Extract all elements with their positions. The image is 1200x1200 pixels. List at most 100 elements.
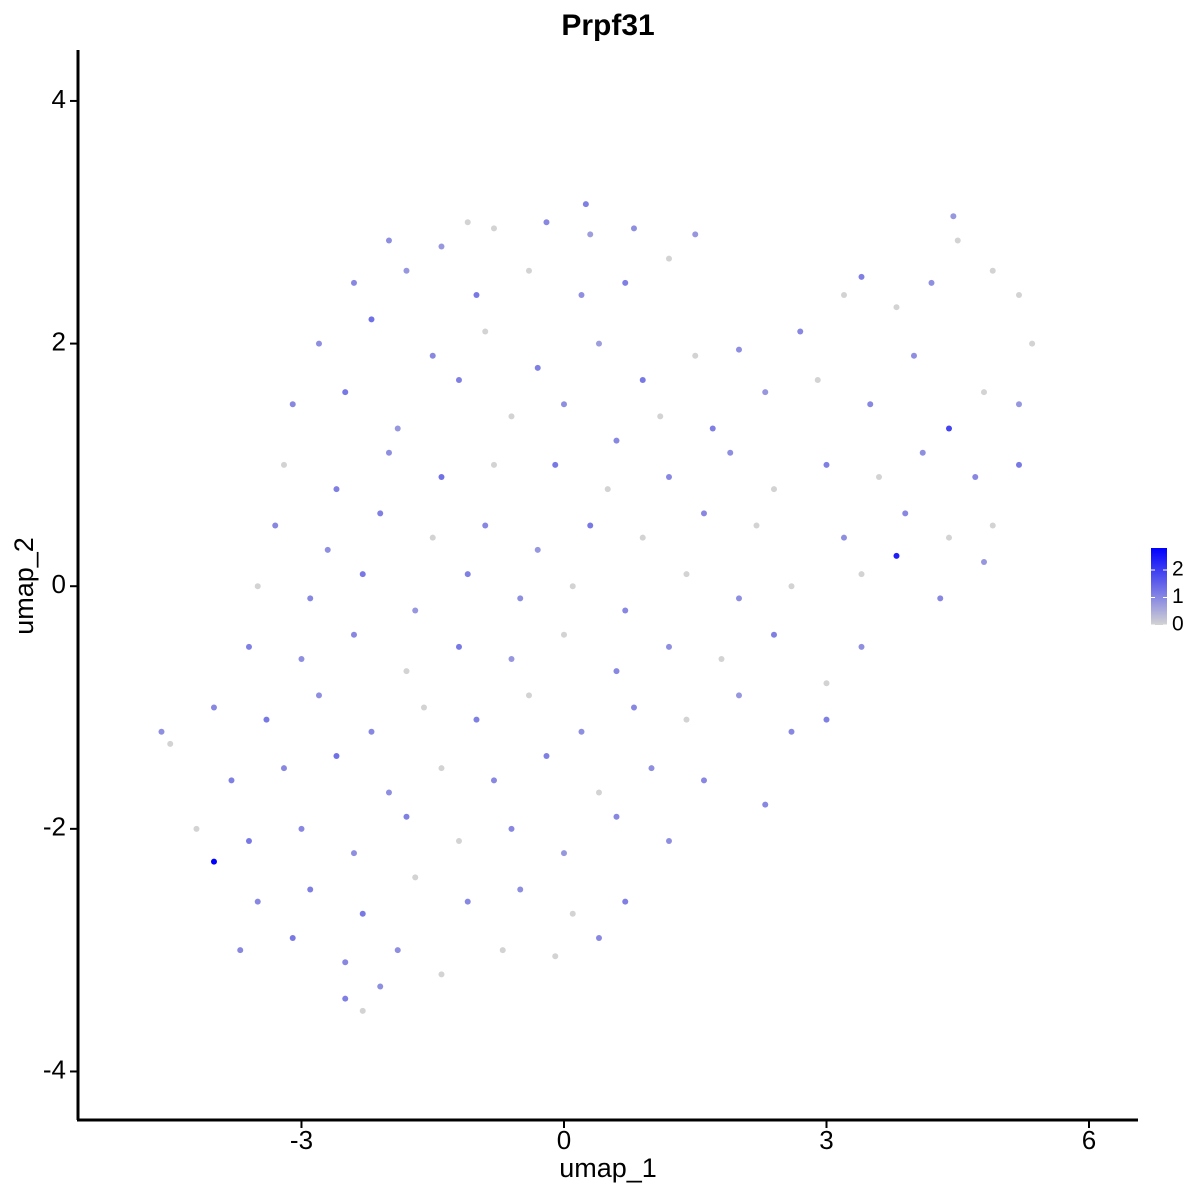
point: [394, 947, 401, 954]
point: [622, 898, 629, 905]
point: [770, 631, 777, 638]
point: [245, 837, 252, 844]
point: [928, 279, 935, 286]
point: [613, 437, 620, 444]
point: [560, 850, 567, 857]
point: [403, 267, 410, 274]
point: [263, 716, 270, 723]
point: [683, 571, 690, 578]
point: [582, 201, 589, 208]
point: [377, 510, 384, 517]
point: [875, 474, 882, 481]
point: [945, 534, 952, 541]
point: [648, 765, 655, 772]
point: [560, 631, 567, 638]
colorbar-label: 0: [1172, 613, 1184, 636]
point: [508, 413, 515, 420]
point: [595, 789, 602, 796]
point: [377, 983, 384, 990]
point: [473, 716, 480, 723]
point: [298, 656, 305, 663]
point: [254, 583, 261, 590]
colorbar: [1151, 548, 1167, 625]
point: [315, 340, 322, 347]
point: [665, 837, 672, 844]
point: [823, 461, 830, 468]
point: [613, 668, 620, 675]
y-tick-label: -2: [43, 812, 66, 842]
point: [1015, 461, 1022, 468]
point: [552, 461, 559, 468]
point: [490, 225, 497, 232]
point: [762, 801, 769, 808]
y-tick-label: 4: [52, 84, 66, 114]
point: [473, 292, 480, 299]
point: [989, 267, 996, 274]
point: [289, 935, 296, 942]
point: [692, 352, 699, 359]
point: [727, 449, 734, 456]
point: [595, 340, 602, 347]
point: [403, 668, 410, 675]
point: [307, 886, 314, 893]
point: [683, 716, 690, 723]
point: [324, 546, 331, 553]
point: [482, 522, 489, 529]
point: [490, 461, 497, 468]
point: [517, 886, 524, 893]
point: [342, 389, 349, 396]
point: [359, 571, 366, 578]
point: [438, 243, 445, 250]
point: [315, 692, 322, 699]
point: [735, 346, 742, 353]
y-tick-label: 0: [52, 569, 66, 599]
point: [709, 425, 716, 432]
point: [735, 692, 742, 699]
point: [788, 583, 795, 590]
point: [639, 376, 646, 383]
point: [858, 643, 865, 650]
point: [280, 765, 287, 772]
point: [945, 425, 952, 432]
point: [823, 680, 830, 687]
point: [630, 704, 637, 711]
point: [307, 595, 314, 602]
point: [193, 825, 200, 832]
point: [289, 401, 296, 408]
point: [394, 425, 401, 432]
point: [788, 728, 795, 735]
point: [700, 777, 707, 784]
point: [665, 474, 672, 481]
point: [569, 583, 576, 590]
point: [525, 267, 532, 274]
point: [569, 910, 576, 917]
point: [385, 237, 392, 244]
point: [490, 777, 497, 784]
point: [552, 953, 559, 960]
point: [412, 607, 419, 614]
point: [280, 461, 287, 468]
point: [770, 486, 777, 493]
point: [333, 486, 340, 493]
point: [893, 552, 900, 559]
point: [718, 656, 725, 663]
point: [762, 389, 769, 396]
point: [753, 522, 760, 529]
x-axis-title: umap_1: [559, 1153, 657, 1183]
point: [814, 376, 821, 383]
x-tick-label: 3: [819, 1125, 833, 1155]
point: [919, 449, 926, 456]
point: [517, 595, 524, 602]
point: [639, 534, 646, 541]
point: [455, 376, 462, 383]
point: [665, 255, 672, 262]
point: [840, 534, 847, 541]
point: [595, 935, 602, 942]
point: [342, 959, 349, 966]
point: [980, 558, 987, 565]
point: [534, 546, 541, 553]
point: [578, 292, 585, 299]
point: [665, 643, 672, 650]
